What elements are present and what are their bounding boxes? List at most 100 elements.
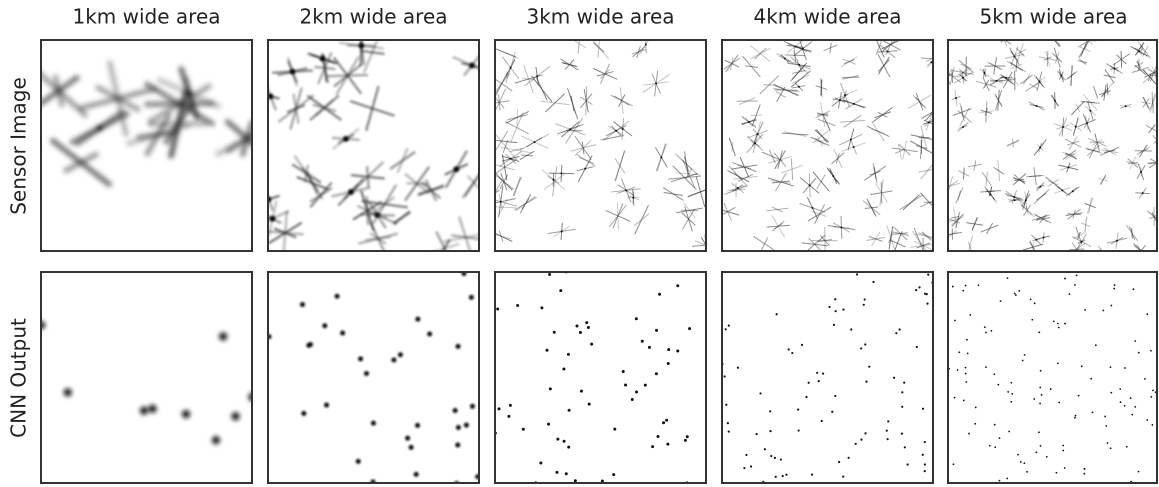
point	[954, 397, 956, 399]
point	[651, 445, 654, 448]
point	[828, 306, 830, 308]
point	[996, 80, 998, 82]
point	[552, 179, 554, 181]
point	[1068, 293, 1070, 295]
point	[965, 367, 967, 369]
point	[839, 99, 841, 101]
point	[1116, 240, 1118, 242]
point	[1000, 300, 1002, 302]
point	[1110, 366, 1112, 368]
point	[1075, 415, 1077, 417]
point	[553, 331, 556, 334]
point	[901, 391, 903, 393]
point	[1018, 290, 1020, 292]
point	[993, 373, 995, 375]
point	[952, 286, 954, 288]
point	[645, 44, 647, 46]
point	[1050, 388, 1052, 390]
figure: Sensor Image CNN Output 1km wide area2km…	[0, 0, 1159, 487]
point	[1058, 327, 1060, 329]
point	[613, 428, 616, 431]
point	[864, 298, 866, 300]
point	[464, 423, 469, 428]
point	[725, 328, 727, 330]
point	[1022, 360, 1024, 362]
point	[641, 340, 644, 343]
point	[1013, 196, 1015, 198]
point	[798, 64, 800, 66]
point	[798, 429, 800, 431]
point	[727, 422, 729, 424]
point	[1057, 323, 1059, 325]
point	[1146, 419, 1148, 421]
point	[965, 373, 967, 375]
point	[983, 72, 985, 74]
point	[676, 284, 679, 287]
point	[872, 281, 874, 283]
point	[348, 189, 354, 195]
point	[555, 471, 558, 474]
point	[1152, 390, 1154, 392]
point	[1130, 397, 1132, 399]
point	[567, 353, 570, 356]
point	[510, 67, 512, 69]
point	[561, 230, 563, 232]
column-title: 1km wide area	[72, 5, 220, 29]
point	[748, 121, 750, 123]
point	[750, 465, 752, 467]
point	[834, 298, 836, 300]
point	[356, 459, 361, 464]
point	[962, 290, 964, 292]
point	[835, 310, 837, 312]
point	[453, 408, 458, 413]
point	[1126, 446, 1128, 448]
point	[1040, 370, 1042, 372]
point	[1034, 302, 1036, 304]
point	[1078, 395, 1080, 397]
point	[660, 156, 662, 158]
sensor-image	[32, 39, 276, 252]
point	[270, 216, 276, 222]
point	[853, 146, 855, 148]
point	[358, 43, 364, 49]
point	[300, 302, 305, 307]
point	[924, 441, 926, 443]
point	[922, 408, 924, 410]
point	[567, 446, 570, 449]
point	[840, 226, 842, 228]
point	[371, 421, 376, 426]
point	[635, 317, 638, 320]
point	[770, 455, 772, 457]
point	[427, 332, 432, 337]
point	[453, 166, 459, 172]
point	[848, 457, 850, 459]
point	[414, 472, 419, 477]
point	[1015, 294, 1017, 296]
panel-bg	[40, 39, 253, 252]
point	[1064, 278, 1066, 280]
point	[507, 415, 510, 418]
point	[391, 357, 396, 362]
point	[818, 380, 820, 382]
point	[999, 480, 1001, 482]
point	[1005, 77, 1007, 79]
point	[725, 404, 727, 406]
point	[916, 346, 918, 348]
cnn-output	[947, 271, 1159, 484]
point	[999, 437, 1001, 439]
point	[954, 320, 956, 322]
point	[562, 368, 565, 371]
row-label: CNN Output	[7, 318, 31, 438]
point	[398, 352, 403, 357]
point	[644, 384, 647, 387]
point	[856, 273, 858, 275]
point	[588, 403, 591, 406]
point	[1124, 367, 1126, 369]
point	[1011, 382, 1013, 384]
point	[769, 410, 771, 412]
point	[1151, 424, 1153, 426]
point	[409, 445, 414, 450]
point	[498, 407, 501, 410]
point	[456, 344, 461, 349]
point	[1142, 192, 1144, 194]
